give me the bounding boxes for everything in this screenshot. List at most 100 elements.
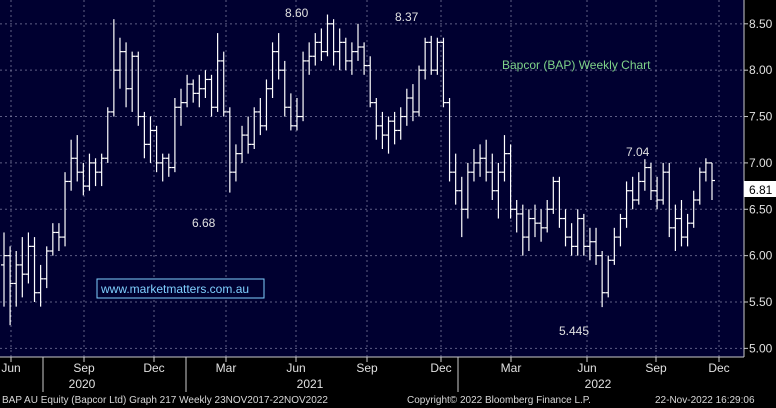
ohlc-bar [80, 162, 87, 196]
ohlc-bar [214, 33, 221, 112]
ohlc-bar [709, 162, 715, 200]
ohlc-bar [489, 153, 496, 200]
ohlc-bar [544, 200, 551, 233]
ohlc-bar [275, 33, 282, 80]
ohlc-bar [629, 176, 636, 210]
ohlc-bar [37, 264, 44, 307]
x-month-label: Sep [73, 361, 95, 375]
ohlc-bar [446, 98, 453, 182]
y-tick-label: 6.00 [749, 249, 773, 263]
ohlc-bar [202, 70, 209, 98]
ohlc-bar [312, 33, 319, 66]
ohlc-bar [147, 116, 154, 163]
x-month-label: Sep [356, 361, 378, 375]
ohlc-bar [190, 79, 197, 103]
ohlc-bar [92, 158, 99, 187]
x-month-label: Mar [501, 361, 522, 375]
ohlc-bar [251, 107, 258, 149]
ohlc-bar [49, 223, 56, 256]
ohlc-bar [300, 51, 307, 122]
ohlc-bar [403, 88, 410, 126]
ohlc-bar [654, 176, 661, 210]
ohlc-bar [13, 251, 20, 307]
ohlc-bar [684, 213, 691, 247]
y-tick-label: 6.50 [749, 202, 773, 216]
ohlc-bar [43, 246, 50, 289]
footer-copyright: Copyright© 2022 Bloomberg Finance L.P. [407, 395, 591, 406]
x-month-label: Jun [1, 361, 20, 375]
ohlc-bar [617, 213, 624, 247]
x-axis: Jun Sep Dec Mar Jun Sep Dec Mar Jun Sep Dec 2020 202… [0, 356, 744, 392]
ohlc-bar [31, 237, 38, 302]
ohlc-bar [416, 65, 423, 117]
y-tick-label: 7.50 [749, 110, 773, 124]
watermark-box[interactable] [96, 278, 265, 299]
x-month-label: Jun [286, 361, 305, 375]
ohlc-bar [623, 181, 630, 228]
ohlc-bar [666, 162, 673, 238]
y-axis: 5.00 5.50 6.00 6.50 7.00 7.50 8.00 8.50 [743, 0, 773, 357]
annotation-high-sep-2021: 8.37 [395, 10, 419, 24]
ohlc-bar [532, 204, 538, 238]
ohlc-bar [385, 116, 392, 154]
ohlc-bar [397, 107, 404, 140]
ohlc-bar [318, 28, 325, 61]
ohlc-bar [1, 232, 7, 307]
ohlc-bar [562, 209, 569, 247]
x-month-label: Sep [645, 361, 667, 375]
ohlc-bar [440, 37, 447, 108]
ohlc-bar [647, 162, 654, 200]
x-year-label: 2020 [69, 377, 96, 391]
ohlc-bar [25, 232, 32, 284]
ohlc-bar [330, 19, 337, 66]
ohlc-bar [483, 139, 490, 182]
ohlc-bar [306, 42, 313, 75]
ohlc-bar [263, 79, 270, 131]
last-price-tag [744, 181, 776, 197]
y-tick-label: 5.50 [749, 295, 773, 309]
ohlc-bar [116, 37, 123, 89]
ohlc-bar [74, 135, 81, 182]
ohlc-bar [159, 153, 166, 182]
ohlc-bar [7, 246, 14, 326]
y-tick-label: 8.50 [749, 17, 773, 31]
ohlc-bar [19, 237, 26, 298]
ohlc-bar [348, 42, 355, 75]
footer-security-info: BAP AU Equity (Bapcor Ltd) Graph 217 Wee… [2, 395, 328, 406]
ohlc-bar [208, 74, 215, 117]
ohlc-bar [135, 51, 142, 126]
ohlc-bar [239, 125, 246, 163]
ohlc-bar [293, 98, 300, 131]
last-price-label: 6.81 [749, 183, 773, 197]
ohlc-bar [62, 172, 69, 247]
x-year-label: 2021 [297, 377, 324, 391]
ohlc-bar [428, 35, 435, 75]
x-year-label: 2022 [585, 377, 612, 391]
chart-title: Bapcor (BAP) Weekly Chart [502, 58, 651, 72]
ohlc-bar [519, 204, 526, 256]
ohlc-bar [129, 51, 136, 112]
footer-bar: BAP AU Equity (Bapcor Ltd) Graph 217 Wee… [0, 393, 776, 408]
ohlc-bar [672, 204, 679, 251]
ohlc-bar [68, 139, 75, 191]
y-tick-label: 7.00 [749, 156, 773, 170]
ohlc-bar [367, 56, 374, 108]
ohlc-bar [104, 107, 111, 163]
ohlc-bar [678, 200, 685, 247]
ohlc-bar [586, 227, 593, 261]
watermark-link[interactable]: www.marketmatters.com.au [100, 282, 249, 296]
ohlc-bar [574, 209, 581, 256]
ohlc-bar [184, 74, 191, 108]
annotation-low-mar-2021: 6.68 [192, 216, 216, 230]
ohlc-bar [452, 153, 459, 205]
annotation-low-jun-2022: 5.445 [559, 324, 589, 338]
ohlc-bar [342, 37, 349, 71]
ohlc-bar [696, 167, 703, 205]
y-tick-label: 8.00 [749, 63, 773, 77]
ohlc-bar [355, 23, 361, 61]
ohlc-bar [525, 209, 532, 251]
ohlc-bar [690, 190, 697, 228]
ohlc-bar [373, 98, 380, 140]
ohlc-bar [55, 223, 62, 251]
